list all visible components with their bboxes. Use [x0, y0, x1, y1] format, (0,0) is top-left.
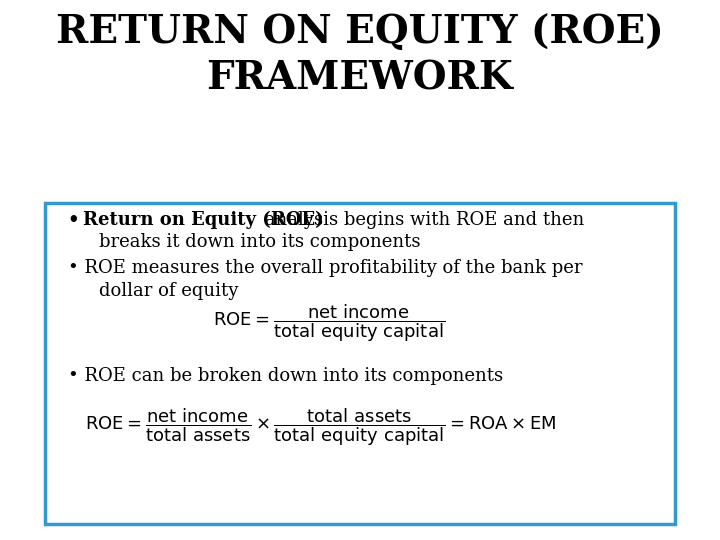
Text: $\mathrm{ROE} = \dfrac{\mathrm{net\ income}}{\mathrm{total\ equity\ capital}}$: $\mathrm{ROE} = \dfrac{\mathrm{net\ inco… [212, 302, 444, 344]
Text: • ROE can be broken down into its components: • ROE can be broken down into its compon… [68, 367, 503, 385]
Text: breaks it down into its components: breaks it down into its components [99, 233, 420, 251]
Text: RETURN ON EQUITY (ROE)
FRAMEWORK: RETURN ON EQUITY (ROE) FRAMEWORK [56, 14, 664, 97]
Text: $\mathrm{ROE} = \dfrac{\mathrm{net\ income}}{\mathrm{total\ assets}} \times \dfr: $\mathrm{ROE} = \dfrac{\mathrm{net\ inco… [85, 406, 557, 448]
Text: •: • [68, 211, 86, 228]
Text: analysis begins with ROE and then: analysis begins with ROE and then [258, 211, 584, 228]
Text: • ROE measures the overall profitability of the bank per: • ROE measures the overall profitability… [68, 259, 583, 277]
Text: Return on Equity (ROE): Return on Equity (ROE) [84, 211, 324, 229]
FancyBboxPatch shape [45, 202, 675, 524]
Text: dollar of equity: dollar of equity [99, 282, 238, 300]
